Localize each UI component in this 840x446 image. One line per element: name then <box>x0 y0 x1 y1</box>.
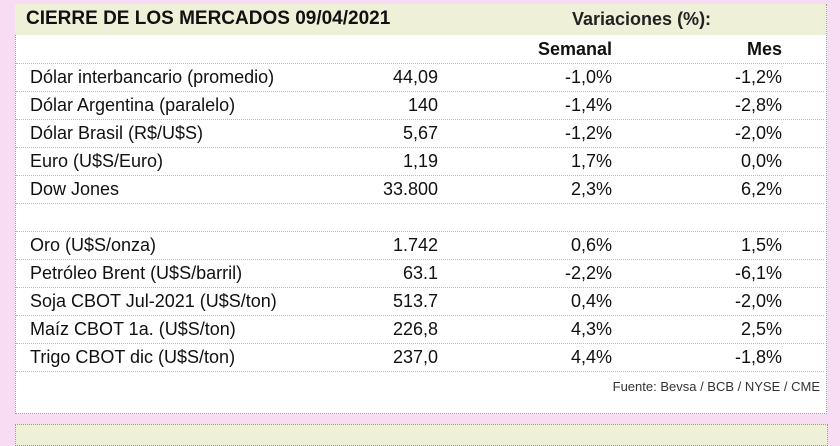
row-separator <box>16 287 824 288</box>
row-label: Dow Jones <box>30 179 120 199</box>
title: CIERRE DE LOS MERCADOS 09/04/2021 <box>26 8 391 29</box>
row-monthly: -1,2% <box>734 67 782 87</box>
source: Fuente: Bevsa / BCB / NYSE / CME <box>612 379 820 394</box>
bottom-bar <box>15 424 828 446</box>
row-monthly: -2,8% <box>734 95 782 115</box>
row-separator <box>16 343 824 344</box>
row-label: Soja CBOT Jul-2021 (U$S/ton) <box>30 291 277 311</box>
row-separator <box>16 147 824 148</box>
row-separator <box>16 119 824 120</box>
row-weekly: 0,6% <box>570 235 612 255</box>
row-value: 63.1 <box>402 263 438 283</box>
column-header: Mes <box>746 39 782 59</box>
row-monthly: 6,2% <box>740 179 782 199</box>
column-header: Semanal <box>537 39 612 59</box>
row-value: 226,8 <box>392 319 438 339</box>
row-monthly: -2,0% <box>734 123 782 143</box>
row-value: 44,09 <box>392 67 438 87</box>
row-label: Petróleo Brent (U$S/barril) <box>30 263 243 283</box>
row-weekly: -1,4% <box>564 95 612 115</box>
row-separator <box>16 63 824 64</box>
page: CIERRE DE LOS MERCADOS 09/04/2021 Variac… <box>15 4 828 446</box>
row-monthly: 2,5% <box>740 319 782 339</box>
row-weekly: -1,0% <box>564 67 612 87</box>
row-separator <box>16 91 824 92</box>
row-value: 513.7 <box>392 291 438 311</box>
row-label: Trigo CBOT dic (U$S/ton) <box>30 347 236 367</box>
row-weekly: 4,3% <box>570 319 612 339</box>
variations-label: Variaciones (%): <box>572 9 712 29</box>
row-separator <box>16 371 824 372</box>
row-label: Maíz CBOT 1a. (U$S/ton) <box>30 319 236 339</box>
row-separator <box>16 315 824 316</box>
row-value: 1,19 <box>402 151 438 171</box>
header-bar <box>15 4 826 35</box>
row-value: 33.800 <box>382 179 438 199</box>
row-monthly: 1,5% <box>740 235 782 255</box>
row-weekly: -2,2% <box>564 263 612 283</box>
row-monthly: -6,1% <box>734 263 782 283</box>
row-value: 1.742 <box>392 235 438 255</box>
row-weekly: -1,2% <box>564 123 612 143</box>
row-weekly: 1,7% <box>570 151 612 171</box>
row-label: Oro (U$S/onza) <box>30 235 157 255</box>
row-monthly: 0,0% <box>740 151 782 171</box>
row-label: Euro (U$S/Euro) <box>30 151 164 171</box>
row-monthly: -2,0% <box>734 291 782 311</box>
row-monthly: -1,8% <box>734 347 782 367</box>
row-value: 140 <box>407 95 438 115</box>
row-label: Dólar Brasil (R$/U$S) <box>30 123 204 143</box>
row-label: Dólar interbancario (promedio) <box>30 67 275 87</box>
row-separator <box>16 259 824 260</box>
row-weekly: 4,4% <box>570 347 612 367</box>
row-label: Dólar Argentina (paralelo) <box>30 95 236 115</box>
row-separator <box>16 231 824 232</box>
table-panel <box>15 4 827 414</box>
row-weekly: 2,3% <box>570 179 612 199</box>
row-weekly: 0,4% <box>570 291 612 311</box>
row-separator <box>16 175 824 176</box>
row-value: 5,67 <box>402 123 438 143</box>
row-separator <box>16 203 824 204</box>
row-value: 237,0 <box>392 347 438 367</box>
